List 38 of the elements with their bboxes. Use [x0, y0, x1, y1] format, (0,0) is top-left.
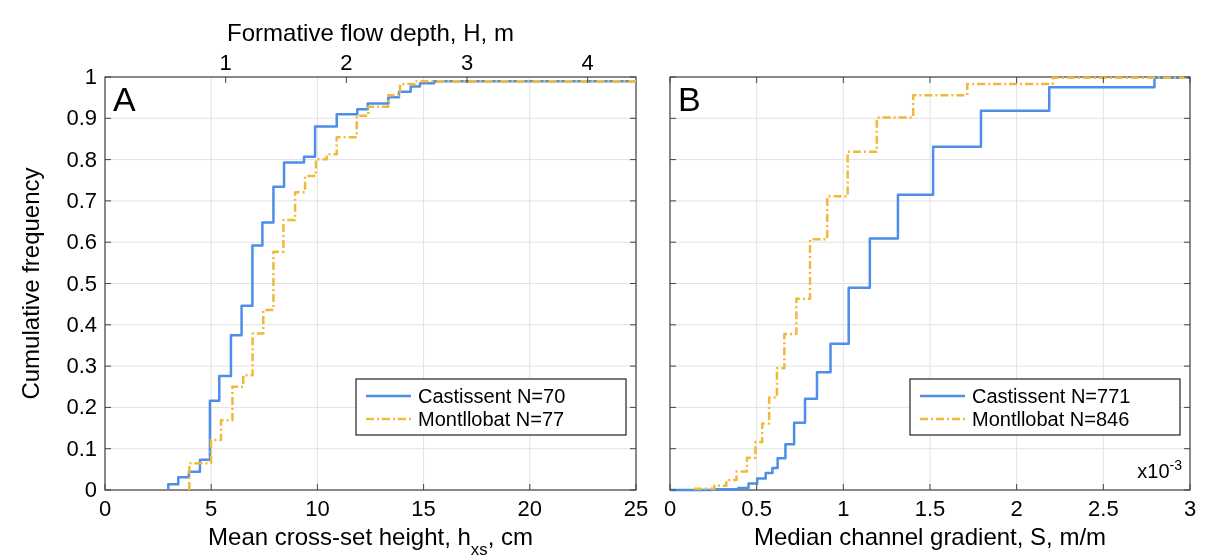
y-tick-label: 0.4: [66, 311, 97, 337]
x-tick-label: 20: [517, 496, 543, 521]
x-tick-label: 25: [623, 496, 649, 521]
y-tick-label: 0.9: [66, 105, 97, 131]
y-tick-label: 0.1: [66, 435, 97, 461]
y-tick-label: 0.3: [66, 353, 97, 379]
legend-label: Montllobat N=846: [972, 408, 1130, 430]
legend-label: Castissent N=70: [418, 385, 566, 407]
y-tick-label: 0.7: [66, 187, 97, 213]
x2-tick-label: 1: [219, 50, 232, 75]
x-tick-label: 1.5: [914, 496, 946, 521]
y-axis-title: Cumulative frequency: [17, 167, 44, 400]
annotation: x10$^{-3}$: [1137, 457, 1183, 482]
x-tick-label: 5: [205, 496, 218, 521]
x-tick-label: 0: [663, 496, 677, 521]
y-tick-label: 1: [84, 64, 97, 89]
x-tick-label: 10: [305, 496, 330, 521]
x-tick-label: 1: [837, 496, 850, 521]
x-axis-title: Mean cross-set height, h$_{xs}$, cm: [208, 523, 533, 559]
legend-label: Castissent N=771: [972, 385, 1131, 407]
y-tick-label: 0.5: [66, 270, 97, 296]
x2-axis-title: Formative flow depth, H, m: [227, 19, 514, 46]
chart-title: A: [113, 80, 136, 118]
y-tick-label: 0.6: [66, 229, 97, 255]
x-tick-label: 2.5: [1088, 496, 1119, 521]
x2-tick-label: 3: [460, 50, 474, 75]
x-axis-title: Median channel gradient, S, m/m: [753, 523, 1107, 550]
x2-tick-label: 4: [581, 50, 594, 75]
chart-title: B: [678, 80, 701, 118]
x-tick-label: 2: [1010, 496, 1023, 521]
legend-label: Montllobat N=77: [418, 408, 565, 430]
x-tick-label: 15: [411, 496, 436, 521]
x-tick-label: 0.5: [741, 496, 772, 521]
y-tick-label: 0.8: [66, 146, 97, 172]
y-tick-label: 0.2: [66, 394, 97, 420]
x-tick-label: 3: [1183, 496, 1197, 521]
x2-tick-label: 2: [340, 50, 353, 75]
y-tick-label: 0: [84, 477, 97, 502]
